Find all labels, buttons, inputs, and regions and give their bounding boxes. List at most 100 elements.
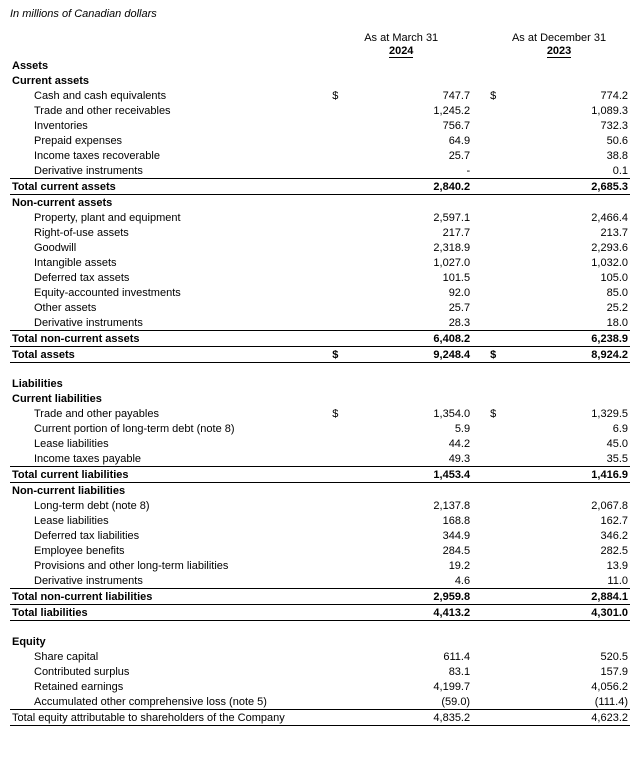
row-provisions: Provisions and other long-term liabiliti… bbox=[10, 558, 630, 573]
value-2024: 2,959.8 bbox=[353, 589, 472, 605]
label: Total non-current liabilities bbox=[10, 589, 330, 605]
value-2024: 49.3 bbox=[353, 451, 472, 467]
value-2024: 6,408.2 bbox=[353, 331, 472, 347]
label: Current portion of long-term debt (note … bbox=[10, 421, 330, 436]
value-2024: 2,840.2 bbox=[353, 179, 472, 195]
value-2024: 1,027.0 bbox=[353, 255, 472, 270]
label: Prepaid expenses bbox=[10, 133, 330, 148]
value-2023: 2,466.4 bbox=[511, 210, 630, 225]
value-2023: 50.6 bbox=[511, 133, 630, 148]
label: Deferred tax assets bbox=[10, 270, 330, 285]
row-total-non-current-liabilities: Total non-current liabilities2,959.82,88… bbox=[10, 589, 630, 605]
value-2023: 85.0 bbox=[511, 285, 630, 300]
value-2023: 162.7 bbox=[511, 513, 630, 528]
label: Right-of-use assets bbox=[10, 225, 330, 240]
value-2024: 19.2 bbox=[353, 558, 472, 573]
row-current-ltd: Current portion of long-term debt (note … bbox=[10, 421, 630, 436]
label: Accumulated other comprehensive loss (no… bbox=[10, 694, 330, 710]
row-derivative-ncl: Derivative instruments4.611.0 bbox=[10, 573, 630, 589]
currency-symbol: $ bbox=[488, 406, 511, 421]
value-2024: 92.0 bbox=[353, 285, 472, 300]
value-2024: 2,318.9 bbox=[353, 240, 472, 255]
row-cash: Cash and cash equivalents$747.7$774.2 bbox=[10, 88, 630, 103]
value-2024: 4,413.2 bbox=[353, 605, 472, 621]
value-2023: 8,924.2 bbox=[511, 347, 630, 363]
label: Derivative instruments bbox=[10, 315, 330, 331]
value-2024: 1,245.2 bbox=[353, 103, 472, 118]
value-2023: 0.1 bbox=[511, 163, 630, 179]
currency-symbol: $ bbox=[330, 88, 353, 103]
balance-sheet-table: As at March 31 As at December 31 2024 20… bbox=[10, 30, 630, 726]
value-2024: 1,453.4 bbox=[353, 467, 472, 483]
subsection-non-current-assets: Non-current assets bbox=[10, 195, 330, 211]
row-derivative-ca: Derivative instruments - 0.1 bbox=[10, 163, 630, 179]
value-2023: 38.8 bbox=[511, 148, 630, 163]
value-2024: 9,248.4 bbox=[353, 347, 472, 363]
value-2023: 2,685.3 bbox=[511, 179, 630, 195]
value-2024: 5.9 bbox=[353, 421, 472, 436]
value-2023: 1,032.0 bbox=[511, 255, 630, 270]
value-2023: 6.9 bbox=[511, 421, 630, 436]
row-dtl: Deferred tax liabilities344.9346.2 bbox=[10, 528, 630, 543]
row-total-current-assets: Total current assets2,840.22,685.3 bbox=[10, 179, 630, 195]
value-2024: 611.4 bbox=[353, 649, 472, 664]
row-prepaid: Prepaid expenses 64.9 50.6 bbox=[10, 133, 630, 148]
value-2023: 45.0 bbox=[511, 436, 630, 451]
value-2023: 4,056.2 bbox=[511, 679, 630, 694]
value-2023: 2,067.8 bbox=[511, 498, 630, 513]
row-lease-cl: Lease liabilities44.245.0 bbox=[10, 436, 630, 451]
value-2024: 217.7 bbox=[353, 225, 472, 240]
row-total-liabilities: Total liabilities4,413.24,301.0 bbox=[10, 605, 630, 621]
value-2024: 747.7 bbox=[353, 88, 472, 103]
value-2023: 157.9 bbox=[511, 664, 630, 679]
row-dta: Deferred tax assets101.5105.0 bbox=[10, 270, 630, 285]
value-2024: 756.7 bbox=[353, 118, 472, 133]
label: Income taxes recoverable bbox=[10, 148, 330, 163]
label: Income taxes payable bbox=[10, 451, 330, 467]
currency-note: In millions of Canadian dollars bbox=[10, 8, 630, 20]
section-equity: Equity bbox=[10, 634, 330, 649]
row-tax-payable: Income taxes payable49.335.5 bbox=[10, 451, 630, 467]
label: Total equity attributable to shareholder… bbox=[10, 710, 330, 726]
value-2023: 1,416.9 bbox=[511, 467, 630, 483]
value-2023: 520.5 bbox=[511, 649, 630, 664]
value-2024: 4,835.2 bbox=[353, 710, 472, 726]
row-lease-ncl: Lease liabilities168.8162.7 bbox=[10, 513, 630, 528]
row-other-assets: Other assets25.725.2 bbox=[10, 300, 630, 315]
period-header-row: As at March 31 As at December 31 bbox=[10, 30, 630, 44]
label: Trade and other payables bbox=[10, 406, 330, 421]
label: Retained earnings bbox=[10, 679, 330, 694]
year-header-row: 2024 2023 bbox=[10, 44, 630, 59]
period-2: As at December 31 bbox=[488, 30, 630, 44]
value-2023: 732.3 bbox=[511, 118, 630, 133]
value-2024: 1,354.0 bbox=[353, 406, 472, 421]
value-2024: 44.2 bbox=[353, 436, 472, 451]
label: Deferred tax liabilities bbox=[10, 528, 330, 543]
value-2023: 774.2 bbox=[511, 88, 630, 103]
label: Provisions and other long-term liabiliti… bbox=[10, 558, 330, 573]
label: Long-term debt (note 8) bbox=[10, 498, 330, 513]
value-2024: 2,597.1 bbox=[353, 210, 472, 225]
value-2024: 64.9 bbox=[353, 133, 472, 148]
value-2023: 11.0 bbox=[511, 573, 630, 589]
row-retained-earnings: Retained earnings4,199.74,056.2 bbox=[10, 679, 630, 694]
value-2023: 213.7 bbox=[511, 225, 630, 240]
period-1: As at March 31 bbox=[330, 30, 472, 44]
label: Total assets bbox=[10, 347, 330, 363]
label: Total non-current assets bbox=[10, 331, 330, 347]
row-inventories: Inventories756.7732.3 bbox=[10, 118, 630, 133]
row-total-non-current-assets: Total non-current assets6,408.26,238.9 bbox=[10, 331, 630, 347]
row-ppe: Property, plant and equipment2,597.12,46… bbox=[10, 210, 630, 225]
row-total-current-liabilities: Total current liabilities1,453.41,416.9 bbox=[10, 467, 630, 483]
label: Equity-accounted investments bbox=[10, 285, 330, 300]
row-contributed-surplus: Contributed surplus83.1157.9 bbox=[10, 664, 630, 679]
subsection-current-liabilities: Current liabilities bbox=[10, 391, 330, 406]
row-total-assets: Total assets$9,248.4$8,924.2 bbox=[10, 347, 630, 363]
currency-symbol: $ bbox=[330, 347, 353, 363]
label: Derivative instruments bbox=[10, 163, 330, 179]
label: Contributed surplus bbox=[10, 664, 330, 679]
value-2024: - bbox=[353, 163, 472, 179]
year-1: 2024 bbox=[389, 45, 413, 58]
row-rou: Right-of-use assets 217.7 213.7 bbox=[10, 225, 630, 240]
currency-symbol: $ bbox=[488, 88, 511, 103]
